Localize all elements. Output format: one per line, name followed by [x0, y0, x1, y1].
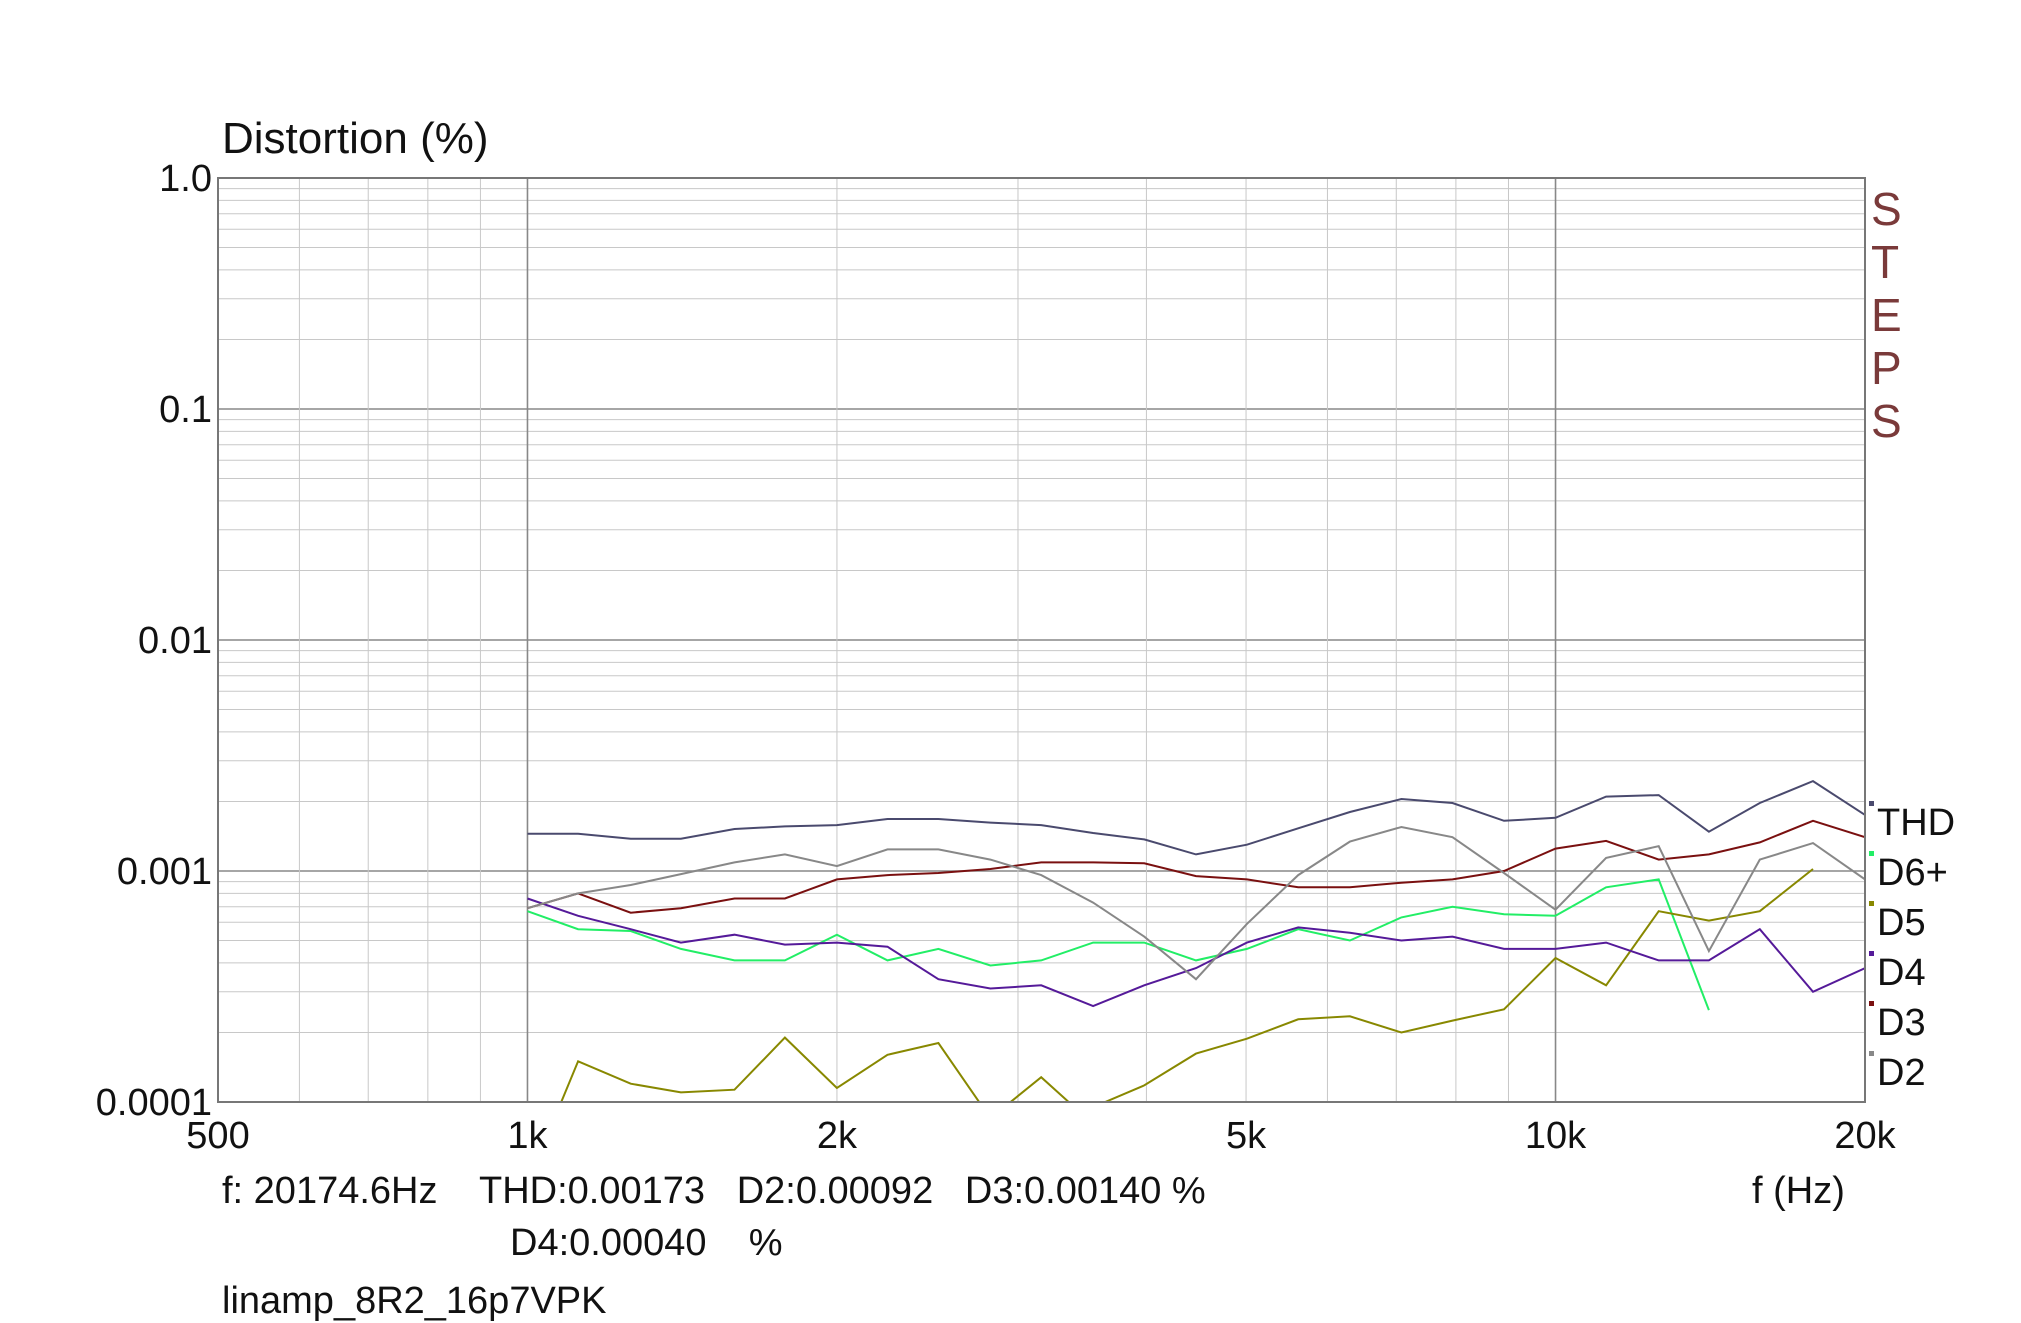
plot-frame [217, 177, 1866, 1103]
legend-swatch [1869, 1051, 1874, 1056]
legend-label: D5 [1877, 902, 1926, 944]
x-tick-labels: 500 1k 2k 5k 10k 20k [186, 1115, 1896, 1157]
legend-label: D3 [1877, 1002, 1926, 1044]
y-tick-label: 0.1 [159, 389, 212, 431]
legend-label: D4 [1877, 952, 1926, 994]
x-tick-label: 10k [1525, 1115, 1587, 1157]
series-line-d6 [527, 878, 1710, 1011]
y-tick-label: 1.0 [159, 158, 212, 200]
y-tick-label: 0.01 [138, 620, 212, 662]
x-axis-unit-label: f (Hz) [1752, 1170, 1845, 1212]
series-line-d3 [527, 819, 1865, 914]
brand-letter: P [1871, 342, 1902, 394]
legend-swatch [1869, 801, 1874, 806]
series-line-d5 [560, 868, 1814, 1102]
x-tick-label: 1k [507, 1115, 548, 1157]
x-tick-label: 2k [817, 1115, 858, 1157]
file-name: linamp_8R2_16p7VPK [222, 1280, 607, 1322]
grid [217, 178, 1866, 1103]
brand-letter: E [1871, 289, 1902, 341]
x-tick-label: 500 [186, 1115, 249, 1157]
brand-letter: S [1871, 395, 1902, 447]
readout-line-2: D4:0.00040 % [510, 1222, 783, 1264]
series-line-d2 [527, 825, 1865, 981]
y-tick-label: 0.0001 [96, 1082, 212, 1124]
legend-swatch [1869, 851, 1874, 856]
legend-swatch [1869, 951, 1874, 956]
series-line-thd [527, 779, 1865, 856]
legend-label: THD [1877, 802, 1955, 844]
y-tick-label: 0.001 [117, 851, 212, 893]
brand-letter: T [1871, 236, 1899, 288]
legend: THD D6+ D5 D4 D3 D2 [1869, 801, 1955, 1094]
series-line-d4 [527, 897, 1865, 1008]
x-tick-label: 20k [1834, 1115, 1896, 1157]
chart-title: Distortion (%) [222, 114, 489, 163]
legend-swatch [1869, 901, 1874, 906]
legend-label: D6+ [1877, 852, 1948, 894]
legend-swatch [1869, 1001, 1874, 1006]
legend-label: D2 [1877, 1052, 1926, 1094]
readout-line-1: f: 20174.6Hz THD:0.00173 D2:0.00092 D3:0… [222, 1170, 1206, 1212]
x-tick-label: 5k [1226, 1115, 1267, 1157]
y-tick-labels: 1.0 0.1 0.01 0.001 0.0001 [96, 158, 212, 1124]
series-group [527, 779, 1865, 1102]
brand-letter: S [1871, 183, 1902, 235]
